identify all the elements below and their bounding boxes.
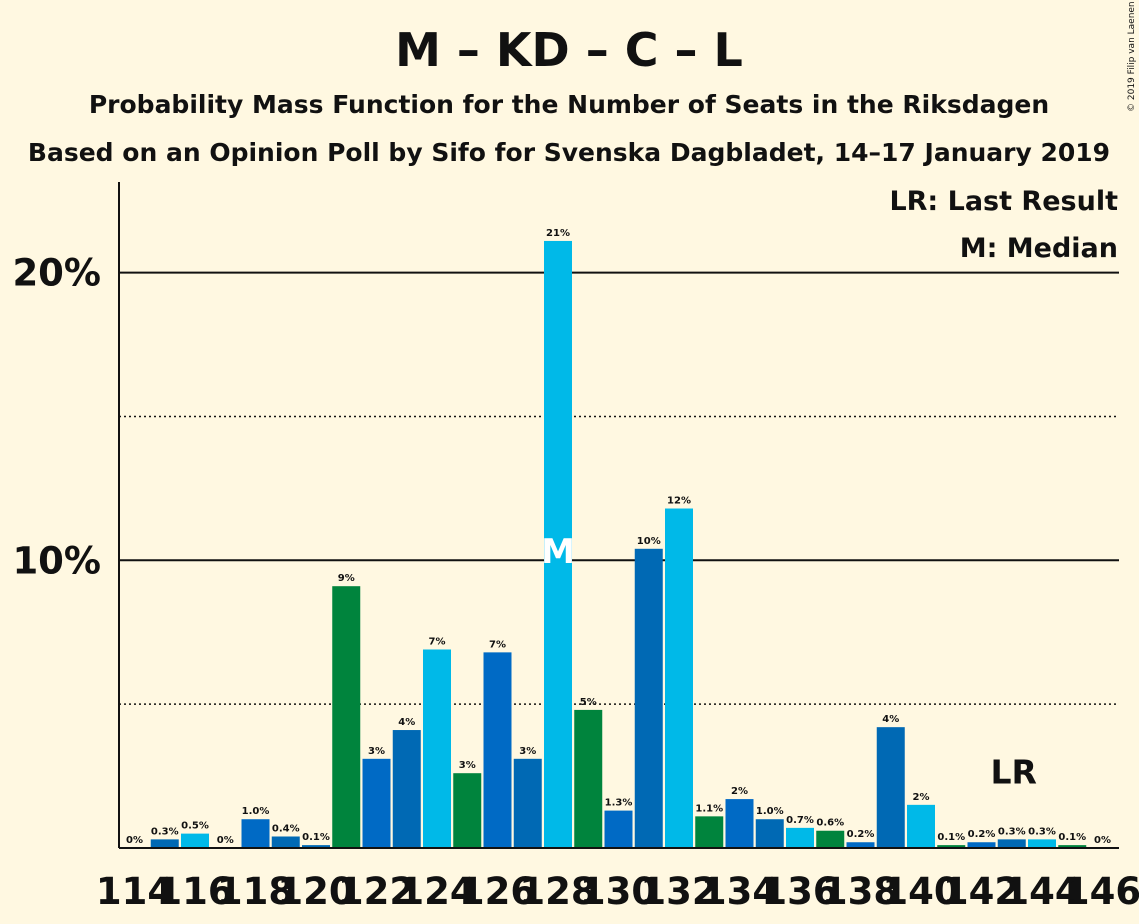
- bar-value-label: 1.0%: [242, 806, 270, 817]
- bar-value-label: 1.3%: [605, 798, 633, 809]
- bar-value-label: 1.0%: [756, 806, 784, 817]
- bar-value-label: 0.1%: [302, 832, 330, 843]
- x-tick-label: 136: [761, 870, 838, 913]
- x-tick-label: 114: [96, 870, 173, 913]
- bar: [1058, 845, 1087, 848]
- x-tick-label: 134: [701, 870, 778, 913]
- bar: [907, 804, 935, 848]
- x-tick-label: 132: [640, 870, 717, 913]
- bar: [574, 709, 603, 848]
- bar: [181, 833, 209, 848]
- x-tick-label: 118: [217, 870, 294, 913]
- bars: [150, 240, 1087, 848]
- bar-value-label: 2%: [913, 792, 930, 803]
- bar-value-label: 0.4%: [272, 823, 300, 834]
- bar: [302, 845, 330, 848]
- bar: [604, 810, 633, 848]
- bar-value-label: 0.6%: [816, 818, 844, 829]
- bar: [695, 816, 724, 848]
- bar-value-label: 0.3%: [998, 826, 1026, 837]
- bar-value-label: 7%: [429, 636, 446, 647]
- bar: [362, 758, 391, 848]
- bar-value-label: 12%: [667, 496, 691, 507]
- bar: [332, 586, 361, 848]
- x-tick-label: 138: [822, 870, 899, 913]
- bar: [876, 727, 905, 848]
- bar: [423, 649, 451, 848]
- x-tick-label: 126: [459, 870, 536, 913]
- x-tick-label: 128: [519, 870, 596, 913]
- bar-labels: 0%0.3%0.5%0%1.0%0.4%0.1%9%3%4%7%3%7%3%21…: [126, 228, 1111, 846]
- copyright-note: © 2019 Filip van Laenen: [1127, 1, 1137, 112]
- x-tick-label: 116: [156, 870, 233, 913]
- x-ticks: 1141161181201221241261281301321341361381…: [96, 870, 1139, 913]
- chart-title: M – KD – C – L: [395, 23, 743, 77]
- bar: [755, 819, 784, 848]
- bar: [1028, 839, 1056, 848]
- bar: [453, 773, 482, 848]
- x-tick-label: 130: [580, 870, 657, 913]
- bar-value-label: 3%: [459, 760, 476, 771]
- x-tick-label: 144: [1003, 870, 1080, 913]
- y-tick-label: 20%: [12, 252, 101, 295]
- x-tick-label: 146: [1064, 870, 1139, 913]
- bar: [816, 830, 845, 848]
- bar: [846, 842, 875, 848]
- y-tick-label: 10%: [12, 539, 101, 582]
- x-tick-label: 140: [882, 870, 959, 913]
- bar-value-label: 2%: [731, 786, 748, 797]
- bar-value-label: 4%: [398, 717, 415, 728]
- bar: [967, 842, 996, 848]
- bar: [786, 827, 814, 848]
- bar: [634, 548, 663, 848]
- bar-value-label: 1.1%: [695, 803, 723, 814]
- last-result-marker: LR: [991, 752, 1037, 791]
- x-tick-label: 124: [398, 870, 475, 913]
- bar-value-label: 0.1%: [1058, 832, 1086, 843]
- median-marker: M: [541, 532, 575, 572]
- bar: [513, 758, 542, 848]
- bar-value-label: 0%: [217, 835, 234, 846]
- bar: [665, 508, 693, 848]
- bar: [150, 839, 179, 848]
- bar-value-label: 0.1%: [937, 832, 965, 843]
- bar-value-label: 3%: [368, 746, 385, 757]
- bar: [271, 836, 300, 848]
- bar: [937, 845, 966, 848]
- x-tick-label: 122: [338, 870, 415, 913]
- bar-value-label: 0.3%: [1028, 826, 1056, 837]
- x-tick-label: 120: [277, 870, 354, 913]
- chart-subtitle: Probability Mass Function for the Number…: [89, 90, 1049, 119]
- x-tick-label: 142: [943, 870, 1020, 913]
- bar: [544, 240, 572, 848]
- bar: [725, 799, 754, 848]
- bar-value-label: 4%: [882, 714, 899, 725]
- bar-value-label: 0.2%: [847, 829, 875, 840]
- chart-subtitle-2: Based on an Opinion Poll by Sifo for Sve…: [28, 138, 1110, 167]
- y-ticks: 10% 20%: [12, 252, 101, 583]
- legend-median: M: Median: [960, 233, 1118, 264]
- bar: [997, 839, 1026, 848]
- bar-value-label: 5%: [580, 697, 597, 708]
- bar-value-label: 0.2%: [968, 829, 996, 840]
- bar-value-label: 10%: [637, 536, 661, 547]
- bar: [392, 730, 421, 848]
- bar-value-label: 7%: [489, 639, 506, 650]
- markers: M LR: [541, 532, 1037, 791]
- bar-value-label: 0.5%: [181, 821, 209, 832]
- bar-value-label: 0%: [126, 835, 143, 846]
- bar-value-label: 9%: [338, 573, 355, 584]
- legend-last-result: LR: Last Result: [889, 186, 1118, 217]
- bar-value-label: 21%: [546, 228, 570, 239]
- bar-value-label: 0.7%: [786, 815, 814, 826]
- bar: [241, 819, 270, 848]
- bar-value-label: 0.3%: [151, 826, 179, 837]
- grid-lines: [119, 271, 1119, 705]
- bar: [483, 652, 512, 848]
- bar-value-label: 0%: [1094, 835, 1111, 846]
- bar-value-label: 3%: [519, 746, 536, 757]
